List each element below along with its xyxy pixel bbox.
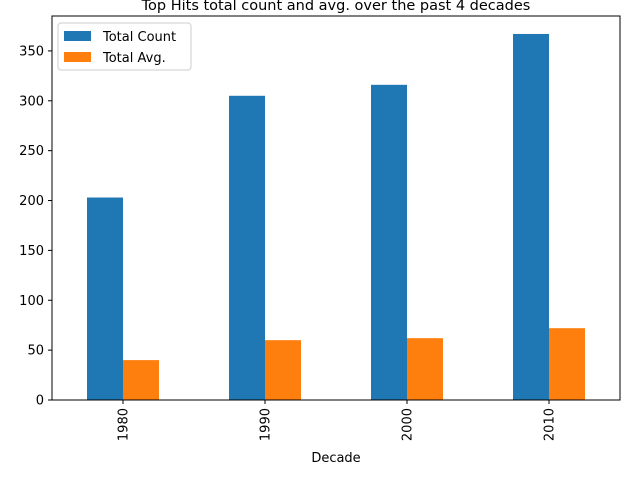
x-tick-label: 2000 xyxy=(401,408,416,441)
legend: Total Count Total Avg. xyxy=(57,22,192,71)
bar-total-count-2000 xyxy=(371,84,407,401)
y-tick-label: 250 xyxy=(19,144,44,159)
x-tick-label: 1990 xyxy=(259,408,274,441)
bar-total-avg-2010 xyxy=(549,328,585,400)
bar-total-avg-2000 xyxy=(407,338,443,400)
y-axis: 0 50 100 150 200 250 300 350 xyxy=(19,44,52,409)
x-axis: 1980 1990 2000 2010 xyxy=(117,400,558,441)
legend-swatch-total-count xyxy=(64,31,91,41)
legend-label-total-count: Total Count xyxy=(102,30,176,45)
y-tick-label: 150 xyxy=(19,244,44,259)
bar-total-avg-1990 xyxy=(265,340,301,400)
y-tick-label: 300 xyxy=(19,94,44,109)
bar-total-count-2010 xyxy=(513,33,549,400)
bar-total-count-1990 xyxy=(229,95,265,400)
bar-total-count-1980 xyxy=(87,197,123,400)
legend-label-total-avg: Total Avg. xyxy=(102,51,166,66)
y-tick-label: 200 xyxy=(19,194,44,209)
x-axis-label: Decade xyxy=(311,451,360,466)
bars-group xyxy=(87,33,585,401)
y-tick-label: 100 xyxy=(19,294,44,309)
legend-box xyxy=(57,22,192,71)
x-tick-label: 1980 xyxy=(117,408,132,441)
legend-swatch-total-avg xyxy=(64,52,91,62)
y-tick-label: 350 xyxy=(19,44,44,59)
bar-total-avg-1980 xyxy=(123,360,159,400)
y-tick-label: 50 xyxy=(27,344,44,359)
x-tick-label: 2010 xyxy=(543,408,558,441)
y-tick-label: 0 xyxy=(36,394,44,409)
chart-title: Top Hits total count and avg. over the p… xyxy=(141,0,531,14)
plot-frame xyxy=(51,15,621,401)
